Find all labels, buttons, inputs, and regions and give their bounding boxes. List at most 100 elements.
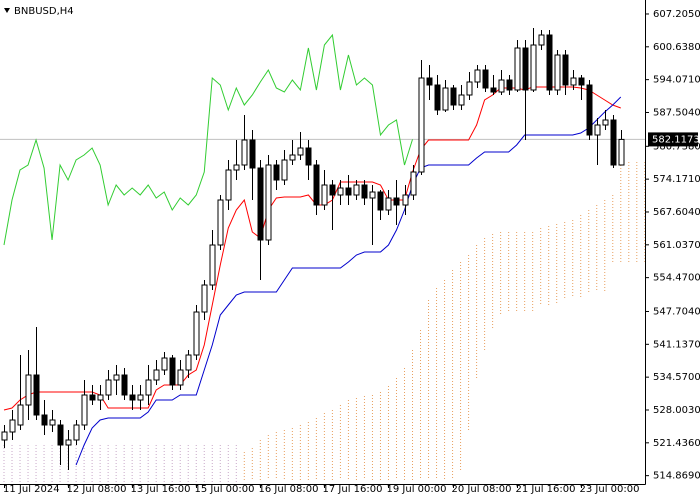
candle-body: [225, 169, 232, 201]
y-tick-label: 587.5040: [653, 107, 700, 118]
candle-body: [241, 139, 248, 166]
candle-body: [153, 369, 160, 381]
candle-body: [177, 369, 184, 386]
x-tick-label: 13 Jul 16:00: [131, 484, 191, 495]
candle-body: [289, 154, 296, 161]
candle-body: [113, 374, 120, 381]
candle-body: [65, 439, 72, 446]
candle-body: [105, 379, 112, 396]
candle-body: [169, 357, 176, 386]
y-tick-label: 534.5700: [653, 372, 700, 383]
candle-body: [385, 197, 392, 211]
candle-body: [1, 431, 8, 441]
candle-body: [137, 394, 144, 401]
candle-body: [297, 147, 304, 156]
y-tick-label: 541.1370: [653, 339, 700, 350]
candle-body: [498, 79, 505, 93]
candle-body: [410, 171, 417, 196]
candle-body: [201, 284, 208, 313]
chikou-line: [3, 33, 413, 246]
y-tick-label: 567.6040: [653, 207, 700, 218]
cloud: [3, 162, 646, 482]
candle-body: [313, 164, 320, 206]
candle-body: [361, 184, 368, 199]
y-tick-label: 528.0030: [653, 405, 700, 416]
candle-body: [33, 374, 40, 416]
candle-body: [418, 77, 425, 173]
y-tick-label: 594.0710: [653, 75, 700, 86]
kijun-line: [75, 96, 622, 466]
symbol-menu-arrow[interactable]: [4, 8, 10, 13]
candle-body: [570, 77, 577, 86]
candle-body: [434, 84, 441, 111]
candle-body: [41, 414, 48, 426]
y-tick-label: 574.1710: [653, 174, 700, 185]
candle-body: [546, 34, 553, 91]
x-tick-label: 20 Jul 08:00: [452, 484, 512, 495]
current-price-label: 582.1173: [652, 134, 700, 145]
candle-body: [618, 138, 625, 166]
candles: [1, 28, 625, 470]
candle-body: [442, 87, 449, 111]
candle-body: [217, 199, 224, 246]
candle-body: [562, 54, 569, 86]
candle-body: [129, 394, 136, 401]
candle-body: [426, 77, 433, 86]
candle-body: [538, 34, 545, 46]
candle-body: [393, 197, 400, 206]
candle-body: [369, 191, 376, 199]
x-tick-label: 23 Jul 00:00: [580, 484, 640, 495]
candle-body: [353, 184, 360, 196]
candle-body: [578, 77, 585, 86]
candle-body: [17, 404, 24, 426]
candle-body: [610, 119, 617, 166]
candle-body: [490, 87, 497, 93]
candle-body: [337, 187, 344, 196]
x-tick-label: 11 Jul 2024: [3, 484, 60, 495]
candle-body: [345, 187, 352, 196]
candle-body: [586, 84, 593, 136]
candle-body: [514, 47, 521, 91]
candle-body: [321, 184, 328, 206]
candle-body: [482, 69, 489, 89]
candle-body: [265, 164, 272, 241]
candle-body: [81, 394, 88, 426]
candle-body: [281, 159, 288, 181]
candle-body: [329, 184, 336, 196]
candle-body: [530, 44, 537, 91]
candle-body: [161, 357, 168, 371]
candle-body: [233, 164, 240, 171]
x-tick-label: 19 Jul 00:00: [387, 484, 447, 495]
candle-body: [89, 394, 96, 401]
candle-body: [554, 54, 561, 91]
chart-title: BNBUSD,H4: [14, 6, 74, 17]
x-tick-label: 15 Jul 00:00: [195, 484, 255, 495]
candle-body: [402, 194, 409, 206]
candle-body: [594, 124, 601, 136]
candle-body: [57, 424, 64, 446]
candle-body: [193, 311, 200, 356]
current-price-box: [648, 132, 698, 147]
candle-body: [25, 374, 32, 406]
y-tick-label: 607.2050: [653, 9, 700, 20]
candle-body: [522, 47, 529, 91]
x-tick-label: 17 Jul 16:00: [323, 484, 383, 495]
candle-body: [97, 394, 104, 401]
candle-body: [73, 424, 80, 441]
x-tick-label: 21 Jul 16:00: [516, 484, 576, 495]
candle-body: [49, 419, 56, 426]
y-tick-label: 547.7040: [653, 306, 700, 317]
candle-body: [602, 119, 609, 126]
candle-body: [185, 354, 192, 371]
x-tick-label: 16 Jul 08:00: [259, 484, 319, 495]
x-tick-label: 12 Jul 08:00: [67, 484, 127, 495]
candle-body: [257, 167, 264, 241]
y-tick-label: 561.0370: [653, 240, 700, 251]
y-tick-label: 521.4360: [653, 438, 700, 449]
candle-body: [145, 379, 152, 396]
candle-body: [209, 244, 216, 286]
candle-body: [305, 147, 312, 166]
candle-body: [9, 419, 16, 433]
